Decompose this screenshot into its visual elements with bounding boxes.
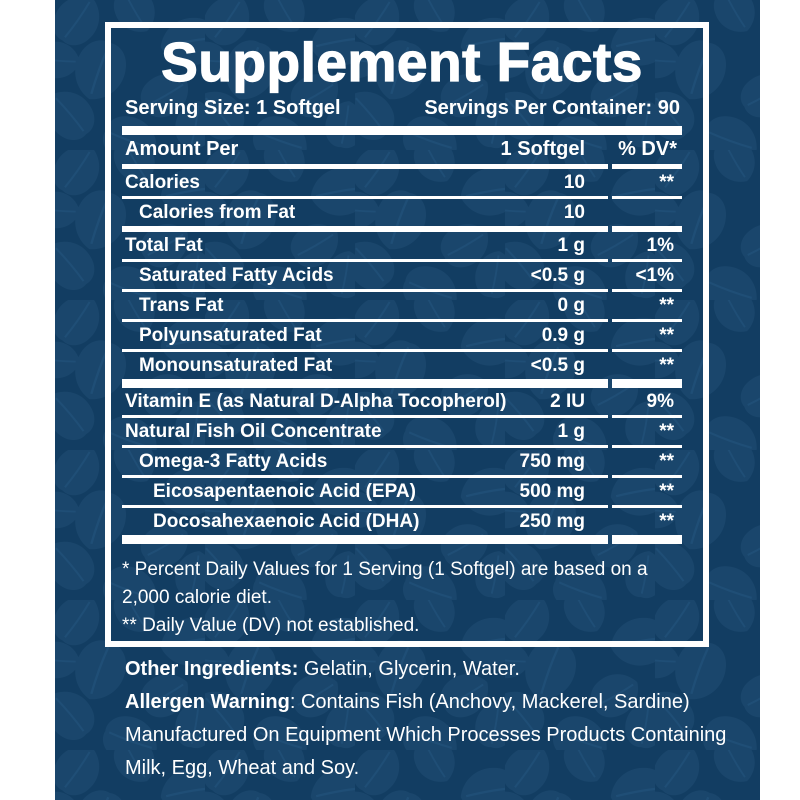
serving-size-text: Serving Size: 1 Softgel	[125, 97, 341, 119]
supplement-facts-panel: Supplement Facts Serving Size: 1 Softgel…	[105, 22, 709, 647]
nutrient-amount: 1 g	[557, 421, 585, 442]
table-row: Vitamin E (as Natural D-Alpha Tocopherol…	[122, 388, 682, 418]
nutrient-amount: 250 mg	[519, 511, 585, 532]
allergen-warning-text: : Contains Fish (Anchovy, Mackerel, Sard…	[125, 691, 727, 779]
nutrient-name: Saturated Fatty Acids	[139, 265, 334, 286]
column-header-amount-per: Amount Per	[125, 138, 239, 160]
nutrient-amount: <0.5 g	[530, 355, 585, 376]
allergen-warning-line: Allergen Warning: Contains Fish (Anchovy…	[125, 686, 745, 785]
nutrient-table: Calories 10 ** Calories from Fat 10 Total Fat…	[122, 169, 682, 544]
other-ingredients-text: Gelatin, Glycerin, Water.	[298, 658, 520, 680]
nutrient-daily-value: **	[612, 352, 682, 388]
nutrient-amount: 0.9 g	[541, 325, 585, 346]
nutrient-amount: 10	[563, 172, 585, 193]
nutrient-name: Polyunsaturated Fat	[139, 325, 322, 346]
nutrient-amount: 10	[563, 202, 585, 223]
table-row: Total Fat 1 g 1%	[122, 232, 682, 262]
nutrient-amount: 500 mg	[519, 481, 585, 502]
other-ingredients-label: Other Ingredients:	[125, 658, 299, 680]
nutrient-name: Eicosapentaenoic Acid (EPA)	[153, 481, 416, 502]
nutrient-name: Calories from Fat	[139, 202, 296, 223]
nutrient-daily-value: <1%	[612, 262, 682, 292]
table-row: Natural Fish Oil Concentrate 1 g **	[122, 418, 682, 448]
nutrient-daily-value: **	[612, 418, 682, 448]
table-row: Monounsaturated Fat <0.5 g **	[122, 352, 682, 388]
allergen-warning-label: Allergen Warning	[125, 691, 290, 713]
table-row: Trans Fat 0 g **	[122, 292, 682, 322]
footnote-dv-not-established: ** Daily Value (DV) not established.	[122, 615, 420, 636]
nutrient-name: Vitamin E (as Natural D-Alpha Tocopherol…	[125, 391, 507, 412]
nutrient-amount: 750 mg	[519, 451, 585, 472]
table-row: Calories 10 **	[122, 169, 682, 199]
nutrient-amount: 0 g	[557, 295, 585, 316]
nutrient-daily-value: **	[612, 448, 682, 478]
other-ingredients-line: Other Ingredients: Gelatin, Glycerin, Wa…	[125, 653, 745, 686]
nutrient-daily-value: **	[612, 169, 682, 199]
supplement-facts-title: Supplement Facts	[161, 31, 643, 93]
table-row: Calories from Fat 10	[122, 199, 682, 232]
column-header-serving: 1 Softgel	[500, 138, 585, 160]
servings-per-container-text: Servings Per Container: 90	[424, 97, 680, 119]
table-row: Polyunsaturated Fat 0.9 g **	[122, 322, 682, 352]
separator-bar-thick	[122, 126, 682, 135]
nutrient-daily-value: **	[612, 478, 682, 508]
column-header-daily-value: % DV*	[612, 135, 682, 169]
nutrient-name: Docosahexaenoic Acid (DHA)	[153, 511, 420, 532]
nutrient-daily-value: **	[612, 508, 682, 544]
nutrient-name: Trans Fat	[139, 295, 224, 316]
nutrient-name: Calories	[125, 172, 200, 193]
nutrient-daily-value	[612, 199, 682, 232]
table-header-row: Amount Per 1 Softgel % DV*	[122, 135, 682, 169]
nutrient-daily-value: **	[612, 322, 682, 352]
nutrient-daily-value: 1%	[612, 232, 682, 262]
footnotes: * Percent Daily Values for 1 Serving (1 …	[122, 556, 682, 640]
footnote-daily-values: * Percent Daily Values for 1 Serving (1 …	[122, 559, 648, 608]
nutrient-amount: <0.5 g	[530, 265, 585, 286]
nutrient-daily-value: **	[612, 292, 682, 322]
table-row: Saturated Fatty Acids <0.5 g <1%	[122, 262, 682, 292]
nutrient-name: Total Fat	[125, 235, 203, 256]
table-row: Docosahexaenoic Acid (DHA) 250 mg **	[122, 508, 682, 544]
label-background-panel: Supplement Facts Serving Size: 1 Softgel…	[55, 0, 760, 800]
serving-info-row: Serving Size: 1 Softgel Servings Per Con…	[125, 96, 680, 120]
nutrient-name: Natural Fish Oil Concentrate	[125, 421, 382, 442]
table-row: Omega-3 Fatty Acids 750 mg **	[122, 448, 682, 478]
nutrient-name: Omega-3 Fatty Acids	[139, 451, 328, 472]
nutrient-daily-value: 9%	[612, 388, 682, 418]
nutrient-name: Monounsaturated Fat	[139, 355, 333, 376]
additional-info: Other Ingredients: Gelatin, Glycerin, Wa…	[125, 653, 745, 785]
table-row: Eicosapentaenoic Acid (EPA) 500 mg **	[122, 478, 682, 508]
nutrient-amount: 2 IU	[550, 391, 585, 412]
nutrient-amount: 1 g	[557, 235, 585, 256]
